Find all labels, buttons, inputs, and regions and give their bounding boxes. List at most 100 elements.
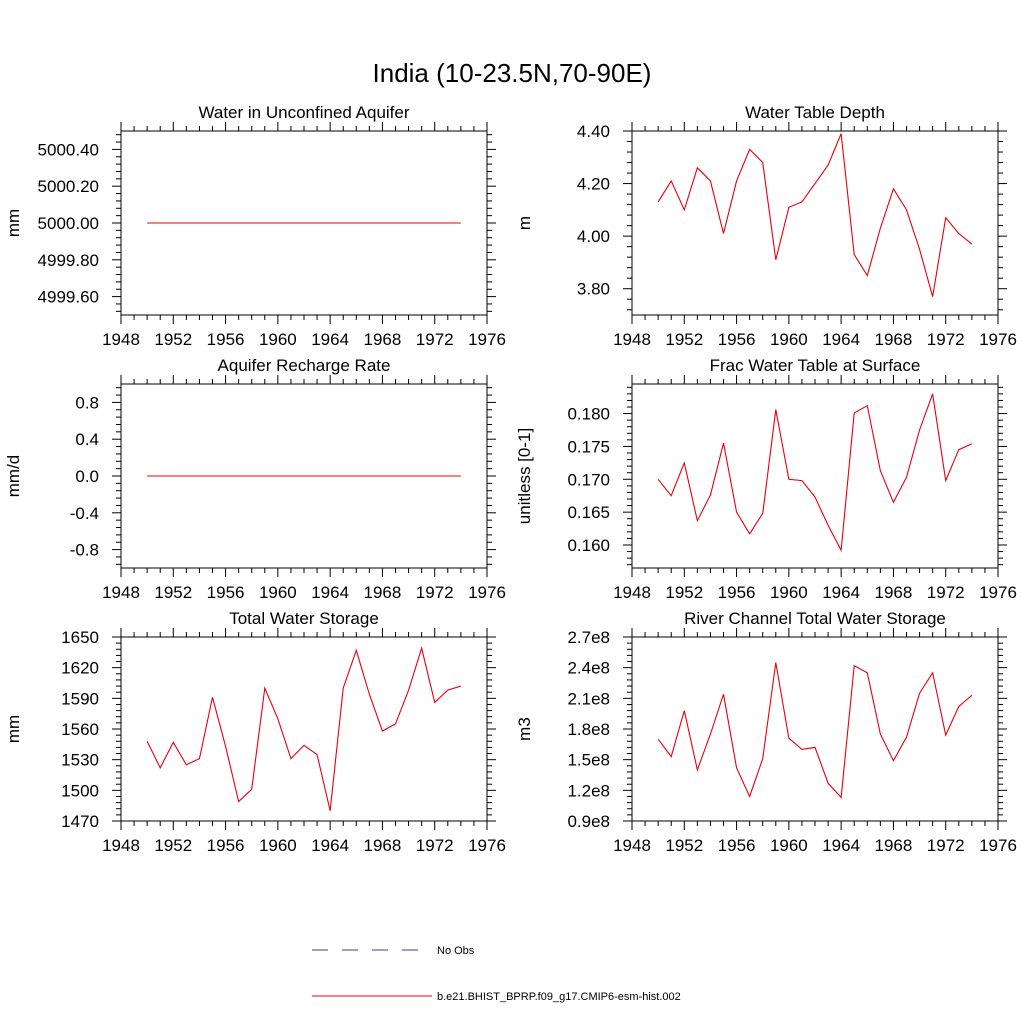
y-tick-label: 2.1e8 (567, 689, 610, 708)
x-tick-label: 1964 (311, 583, 349, 602)
x-tick-label: 1976 (979, 583, 1017, 602)
x-tick-label: 1956 (718, 583, 756, 602)
x-tick-label: 1960 (259, 836, 297, 855)
y-tick-label: 1.2e8 (567, 781, 610, 800)
chart-panel: Water in Unconfined Aquifer 1948 1952 1956 1… (4, 103, 506, 349)
x-tick-label: 1968 (364, 583, 402, 602)
x-tick-label: 1968 (875, 330, 913, 349)
y-tick-label: 1530 (61, 751, 99, 770)
y-tick-label: 4.40 (577, 122, 610, 141)
figure-title: India (10-23.5N,70-90E) (373, 58, 652, 88)
series-line (146, 646, 462, 811)
y-tick-label: 0.0 (75, 467, 99, 486)
chart-title: Total Water Storage (229, 609, 379, 628)
y-tick-label: 0.9e8 (567, 812, 610, 831)
y-tick-label: 0.4 (75, 430, 99, 449)
y-tick-label: 1590 (61, 689, 99, 708)
chart-panel: River Channel Total Water Storage 1948 195… (515, 609, 1017, 855)
y-axis-label: mm (4, 209, 23, 237)
x-tick-label: 1972 (416, 330, 454, 349)
y-axis-label: unitless [0-1] (515, 428, 534, 524)
y-tick-label: 0.175 (567, 437, 610, 456)
x-tick-label: 1964 (311, 330, 349, 349)
chart-panel: Aquifer Recharge Rate 1948 1952 1956 1960 196… (4, 356, 506, 602)
y-tick-label: 0.165 (567, 503, 610, 522)
series-line (657, 393, 973, 553)
x-tick-label: 1948 (102, 583, 140, 602)
x-tick-label: 1964 (311, 836, 349, 855)
y-tick-label: 1470 (61, 812, 99, 831)
plot-frame (631, 130, 999, 316)
y-tick-label: 5000.20 (38, 177, 99, 196)
y-tick-label: 4.00 (577, 227, 610, 246)
x-tick-label: 1956 (207, 583, 245, 602)
chart-panel: Frac Water Table at Surface 1948 1952 1956 1… (515, 356, 1017, 602)
y-tick-label: 2.4e8 (567, 659, 610, 678)
x-tick-label: 1976 (979, 330, 1017, 349)
x-tick-label: 1968 (364, 836, 402, 855)
x-tick-label: 1952 (154, 330, 192, 349)
x-tick-label: 1964 (822, 836, 860, 855)
x-tick-label: 1972 (416, 583, 454, 602)
y-tick-label: 4.20 (577, 175, 610, 194)
x-tick-label: 1952 (665, 583, 703, 602)
x-tick-label: 1964 (822, 583, 860, 602)
y-tick-label: 4999.80 (38, 251, 99, 270)
x-tick-label: 1952 (154, 583, 192, 602)
series-line (657, 133, 973, 297)
y-tick-label: 1620 (61, 659, 99, 678)
chart-title: Frac Water Table at Surface (710, 356, 921, 375)
legend-no-obs-label: No Obs (437, 945, 475, 957)
x-tick-label: 1956 (718, 330, 756, 349)
y-tick-label: 1500 (61, 781, 99, 800)
y-tick-label: 3.80 (577, 280, 610, 299)
y-tick-label: 1560 (61, 720, 99, 739)
y-tick-label: -0.8 (70, 541, 99, 560)
x-tick-label: 1948 (613, 330, 651, 349)
y-tick-label: 0.180 (567, 405, 610, 424)
x-tick-label: 1968 (875, 836, 913, 855)
x-tick-label: 1972 (416, 836, 454, 855)
x-tick-label: 1948 (613, 836, 651, 855)
x-tick-label: 1952 (154, 836, 192, 855)
y-tick-label: 5000.00 (38, 214, 99, 233)
chart-panel: Water Table Depth 1948 1952 1956 1960 1964 196… (515, 103, 1017, 349)
y-tick-label: 0.8 (75, 393, 99, 412)
y-tick-label: 0.170 (567, 470, 610, 489)
panel-grid: Water in Unconfined Aquifer 1948 1952 1956 1… (4, 103, 1017, 855)
y-axis-label: m (515, 216, 534, 230)
y-axis-label: mm (4, 715, 23, 743)
x-tick-label: 1972 (927, 330, 965, 349)
x-tick-label: 1956 (718, 836, 756, 855)
x-tick-label: 1972 (927, 836, 965, 855)
chart-title: Aquifer Recharge Rate (218, 356, 391, 375)
y-tick-label: 0.160 (567, 536, 610, 555)
x-tick-label: 1948 (102, 330, 140, 349)
x-tick-label: 1948 (613, 583, 651, 602)
x-tick-label: 1968 (364, 330, 402, 349)
x-tick-label: 1952 (665, 330, 703, 349)
chart-title: Water in Unconfined Aquifer (198, 103, 409, 122)
series-line (657, 662, 973, 799)
y-axis-label: m3 (515, 717, 534, 741)
chart-panel: Total Water Storage 1948 1952 1956 1960 1964 1… (4, 609, 506, 855)
x-tick-label: 1960 (259, 330, 297, 349)
x-tick-label: 1972 (927, 583, 965, 602)
x-tick-label: 1976 (468, 330, 506, 349)
y-tick-label: 5000.40 (38, 140, 99, 159)
legend-series-label: b.e21.BHIST_BPRP.f09_g17.CMIP6-esm-hist.… (437, 991, 681, 1003)
x-tick-label: 1952 (665, 836, 703, 855)
x-tick-label: 1964 (822, 330, 860, 349)
y-tick-label: 1650 (61, 628, 99, 647)
x-tick-label: 1976 (468, 836, 506, 855)
x-tick-label: 1956 (207, 836, 245, 855)
chart-title: Water Table Depth (745, 103, 885, 122)
x-tick-label: 1960 (770, 583, 808, 602)
x-tick-label: 1968 (875, 583, 913, 602)
y-tick-label: -0.4 (70, 504, 99, 523)
plot-frame (631, 636, 999, 822)
y-tick-label: 1.5e8 (567, 751, 610, 770)
legend: No Obs b.e21.BHIST_BPRP.f09_g17.CMIP6-es… (312, 945, 681, 1003)
chart-title: River Channel Total Water Storage (684, 609, 946, 628)
